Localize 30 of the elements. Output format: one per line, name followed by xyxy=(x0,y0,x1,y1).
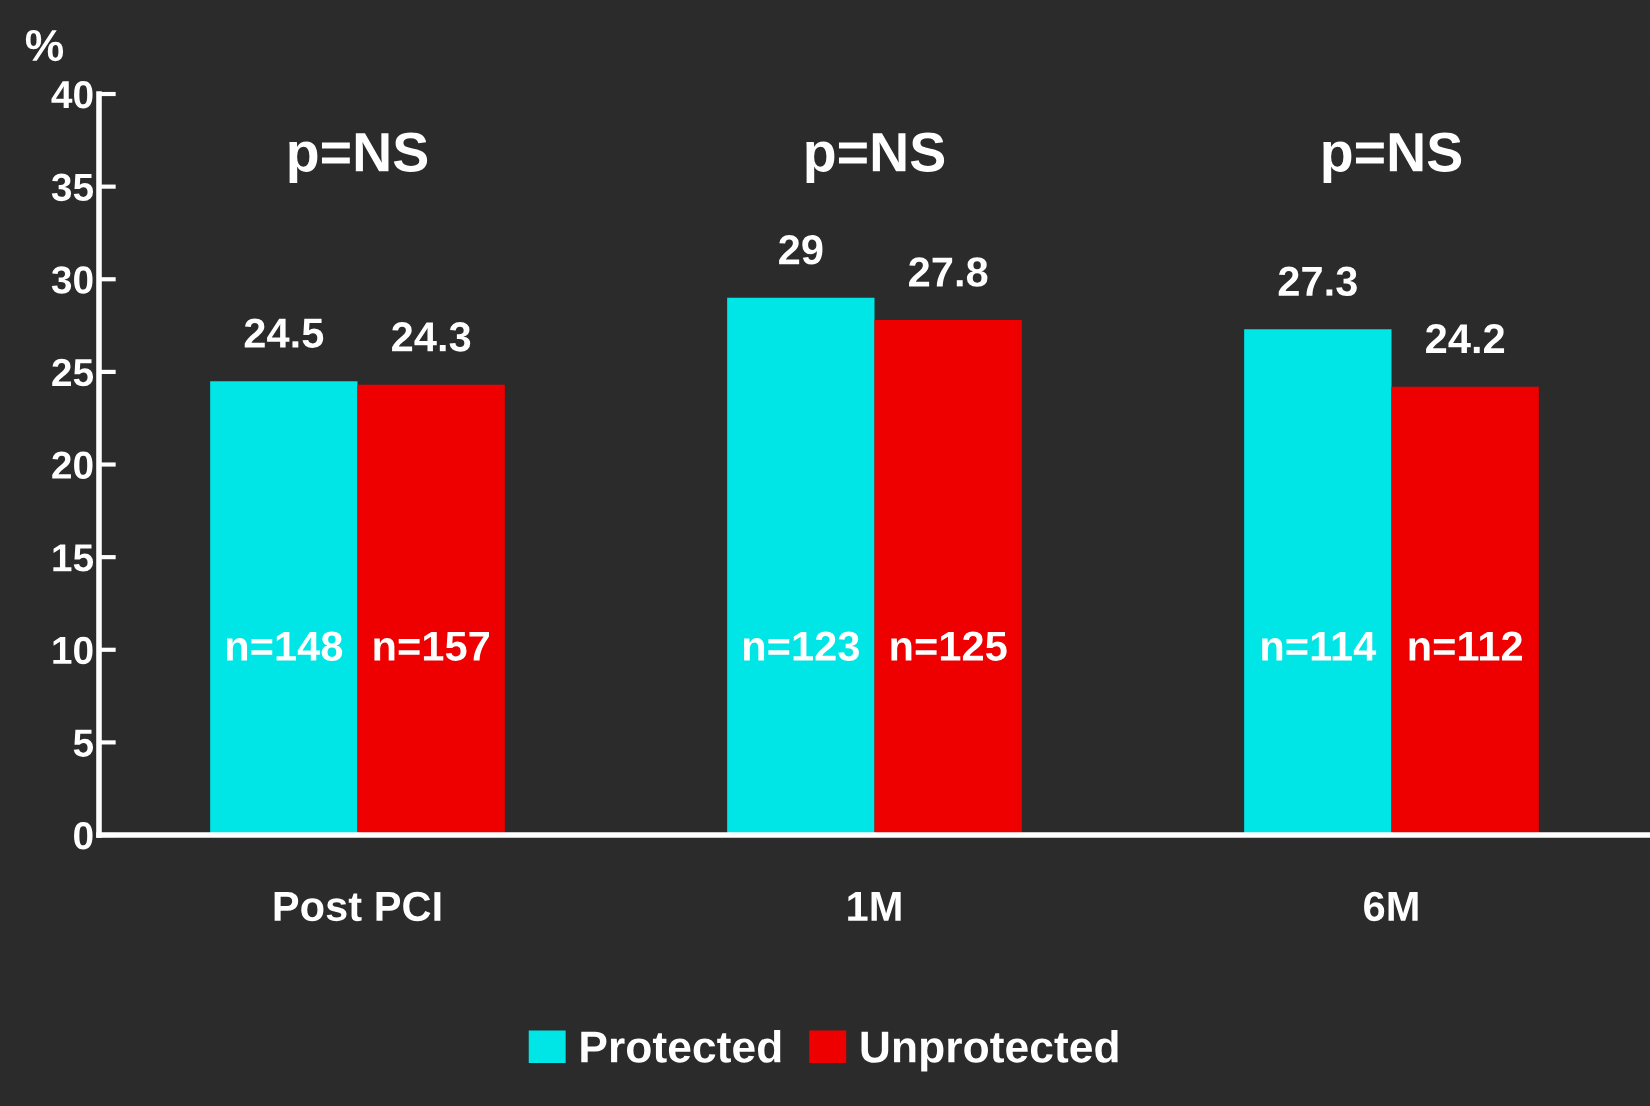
legend-label: Protected xyxy=(581,1030,781,1063)
annotation: n=112 xyxy=(1409,631,1523,661)
annotation: n=123 xyxy=(743,631,859,662)
y-tick-label: 0 xyxy=(74,821,93,850)
annotation: p=NS xyxy=(806,132,945,183)
annotation: p=NS xyxy=(1323,132,1462,183)
annotation: p=NS xyxy=(289,132,428,183)
data-label: 29 xyxy=(779,235,823,265)
data-label: 24.3 xyxy=(392,322,471,352)
y-tick-label: 5 xyxy=(73,729,94,757)
annotation: n=157 xyxy=(374,631,489,661)
annotation: n=125 xyxy=(891,631,1007,661)
x-tick-label: 1M xyxy=(848,892,901,921)
data-label: 24.2 xyxy=(1426,323,1505,354)
y-axis-title: % xyxy=(25,29,64,62)
y-tick-label: 25 xyxy=(52,358,94,387)
y-tick-label: 20 xyxy=(52,451,93,479)
legend-label: Unprotected xyxy=(861,1030,1118,1072)
y-tick-label: 15 xyxy=(53,544,94,572)
y-tick-label: 40 xyxy=(51,80,93,109)
y-tick-label: 10 xyxy=(53,636,93,665)
annotation: n=114 xyxy=(1262,631,1377,661)
annotation: n=148 xyxy=(226,631,343,661)
data-label: 27.8 xyxy=(909,257,988,287)
x-tick-label: Post PCI xyxy=(274,891,441,922)
y-tick-label: 35 xyxy=(51,173,94,202)
data-label: 27.3 xyxy=(1278,266,1357,297)
y-tick-label: 30 xyxy=(51,266,93,294)
x-tick-label: 6M xyxy=(1364,891,1418,922)
data-label: 24.5 xyxy=(244,318,324,348)
